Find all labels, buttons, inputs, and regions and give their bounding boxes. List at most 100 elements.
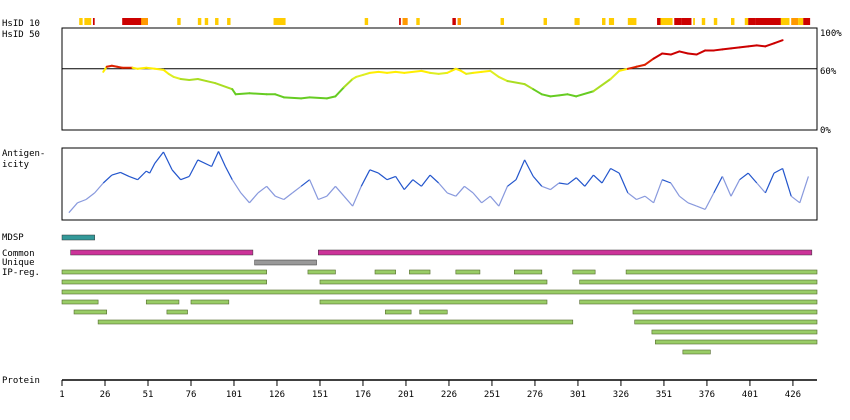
antigenicity-segment (567, 177, 577, 185)
ip-region-bar (579, 279, 818, 285)
antigenicity-segment (670, 182, 680, 197)
hsid50-segment (523, 83, 535, 91)
hsid10-segment (500, 18, 504, 25)
hsid10-segment (798, 18, 804, 25)
axis-tick-label: 301 (570, 390, 586, 400)
hsid50-segment (661, 52, 672, 56)
hsid50-segment (669, 50, 681, 56)
hsid50-segment (480, 69, 492, 73)
antigenicity-segment (601, 168, 612, 184)
hsid50-segment (497, 75, 509, 83)
hsid50-segment (747, 44, 758, 48)
antigenicity-segment (541, 185, 551, 191)
antigenicity-segment (171, 169, 182, 181)
antigenicity-segment (369, 169, 379, 174)
ip-region-bar (145, 299, 180, 305)
unique-label: Unique (2, 258, 35, 268)
axis-tick-label: 401 (742, 390, 758, 400)
hsid10-segment (84, 18, 92, 25)
antigenicity-segment (300, 179, 311, 187)
hsid10-segment (657, 18, 661, 25)
hsid50-segment (644, 57, 655, 66)
hsid10-segment (215, 18, 219, 25)
hsid50-segment (764, 42, 776, 48)
antigenicity-segment (334, 185, 345, 197)
hsid50-segment (102, 65, 108, 73)
hsid50-segment (609, 69, 621, 80)
hsid10-segment (402, 18, 408, 25)
ip-reg-label: IP-reg. (2, 268, 40, 278)
hsid50-segment (489, 69, 500, 78)
protein-axis-ticks: 1 26 51 76 101 126 151 176 201 226 251 276 301 326 351… (59, 380, 801, 400)
axis-tick-label: 351 (656, 390, 672, 400)
track-span-2 (254, 259, 317, 266)
hsid10-segment (122, 18, 145, 25)
hsid10-segment (791, 18, 799, 25)
protein-axis-label: Protein (2, 376, 40, 386)
antigenicity-segment (102, 174, 113, 184)
hsid10-segment (803, 18, 811, 25)
hsid50-segment (549, 94, 561, 98)
antigenicity-segment (773, 167, 783, 174)
antigenicity-segment (524, 159, 534, 177)
antigenicity-segment (498, 186, 508, 207)
hsid50-segment (205, 80, 217, 85)
hsid50-segment (377, 70, 389, 74)
hsid50-segment (738, 45, 750, 49)
track-span-1 (318, 249, 813, 256)
hsid10-segment (457, 18, 461, 25)
track-span-0 (61, 234, 95, 241)
ip-region-bar (61, 279, 267, 285)
antigenicity-segment (120, 171, 130, 177)
hsid10-segment (744, 18, 749, 25)
hsid10-segment (177, 18, 181, 25)
hsid10-segment (701, 18, 706, 25)
antigenicity-segment (507, 179, 517, 187)
antigenicity-segment (420, 174, 431, 187)
antigenicity-segment (94, 182, 104, 194)
ip-region-bar (319, 279, 548, 285)
hsid50-segment (248, 92, 268, 96)
antigenicity-segment (438, 182, 448, 194)
antigenicity-segment (292, 185, 302, 194)
antigenicity-segment (412, 179, 422, 187)
hsid10-segment (92, 18, 95, 25)
hsid50-segment (446, 67, 457, 74)
hsid50-segment (403, 69, 423, 74)
hsid50-label: HsID 50 (2, 30, 40, 40)
hsid10-segment (627, 18, 637, 25)
hsid50-segment (429, 71, 440, 75)
hsid50-segment (231, 88, 237, 96)
axis-tick-label: 276 (527, 390, 543, 400)
hsid10-segment (713, 18, 718, 25)
ip-region-bar (632, 309, 818, 315)
hsid50-segment (437, 71, 449, 75)
hsid10-label: HsID 10 (2, 19, 40, 29)
antigenicity-segment (481, 195, 491, 204)
antigenicity-segment (68, 202, 78, 214)
antigenicity-segment (197, 159, 212, 168)
axis-tick-label: 151 (312, 390, 328, 400)
hsid50-segment (540, 93, 552, 98)
hsid50-segment (566, 93, 578, 98)
antigenicity-segment (211, 151, 220, 167)
hsid50-segment (153, 67, 165, 71)
antigenicity-segment (352, 186, 362, 207)
antigenicity-segment (721, 176, 732, 197)
hsid50-segment (773, 39, 784, 45)
hsid50-segment (334, 86, 346, 98)
antigenicity-segment (378, 172, 388, 181)
antigenicity-segment (188, 159, 199, 177)
ip-region-bar (634, 319, 818, 325)
antigenicity-label-line1: Antigen- (2, 149, 45, 159)
hsid50-segment (635, 63, 647, 68)
antigenicity-segment (180, 175, 190, 181)
antigenicity-segment (472, 192, 483, 204)
hsid50-segment (618, 67, 629, 72)
antigenicity-segment (249, 192, 259, 204)
mdsp-label: MDSP (2, 233, 24, 243)
hsid50-segment (325, 95, 337, 100)
antigenicity-segment (739, 172, 749, 181)
antigenicity-segment (85, 192, 96, 200)
hsid50-segment (214, 82, 234, 91)
